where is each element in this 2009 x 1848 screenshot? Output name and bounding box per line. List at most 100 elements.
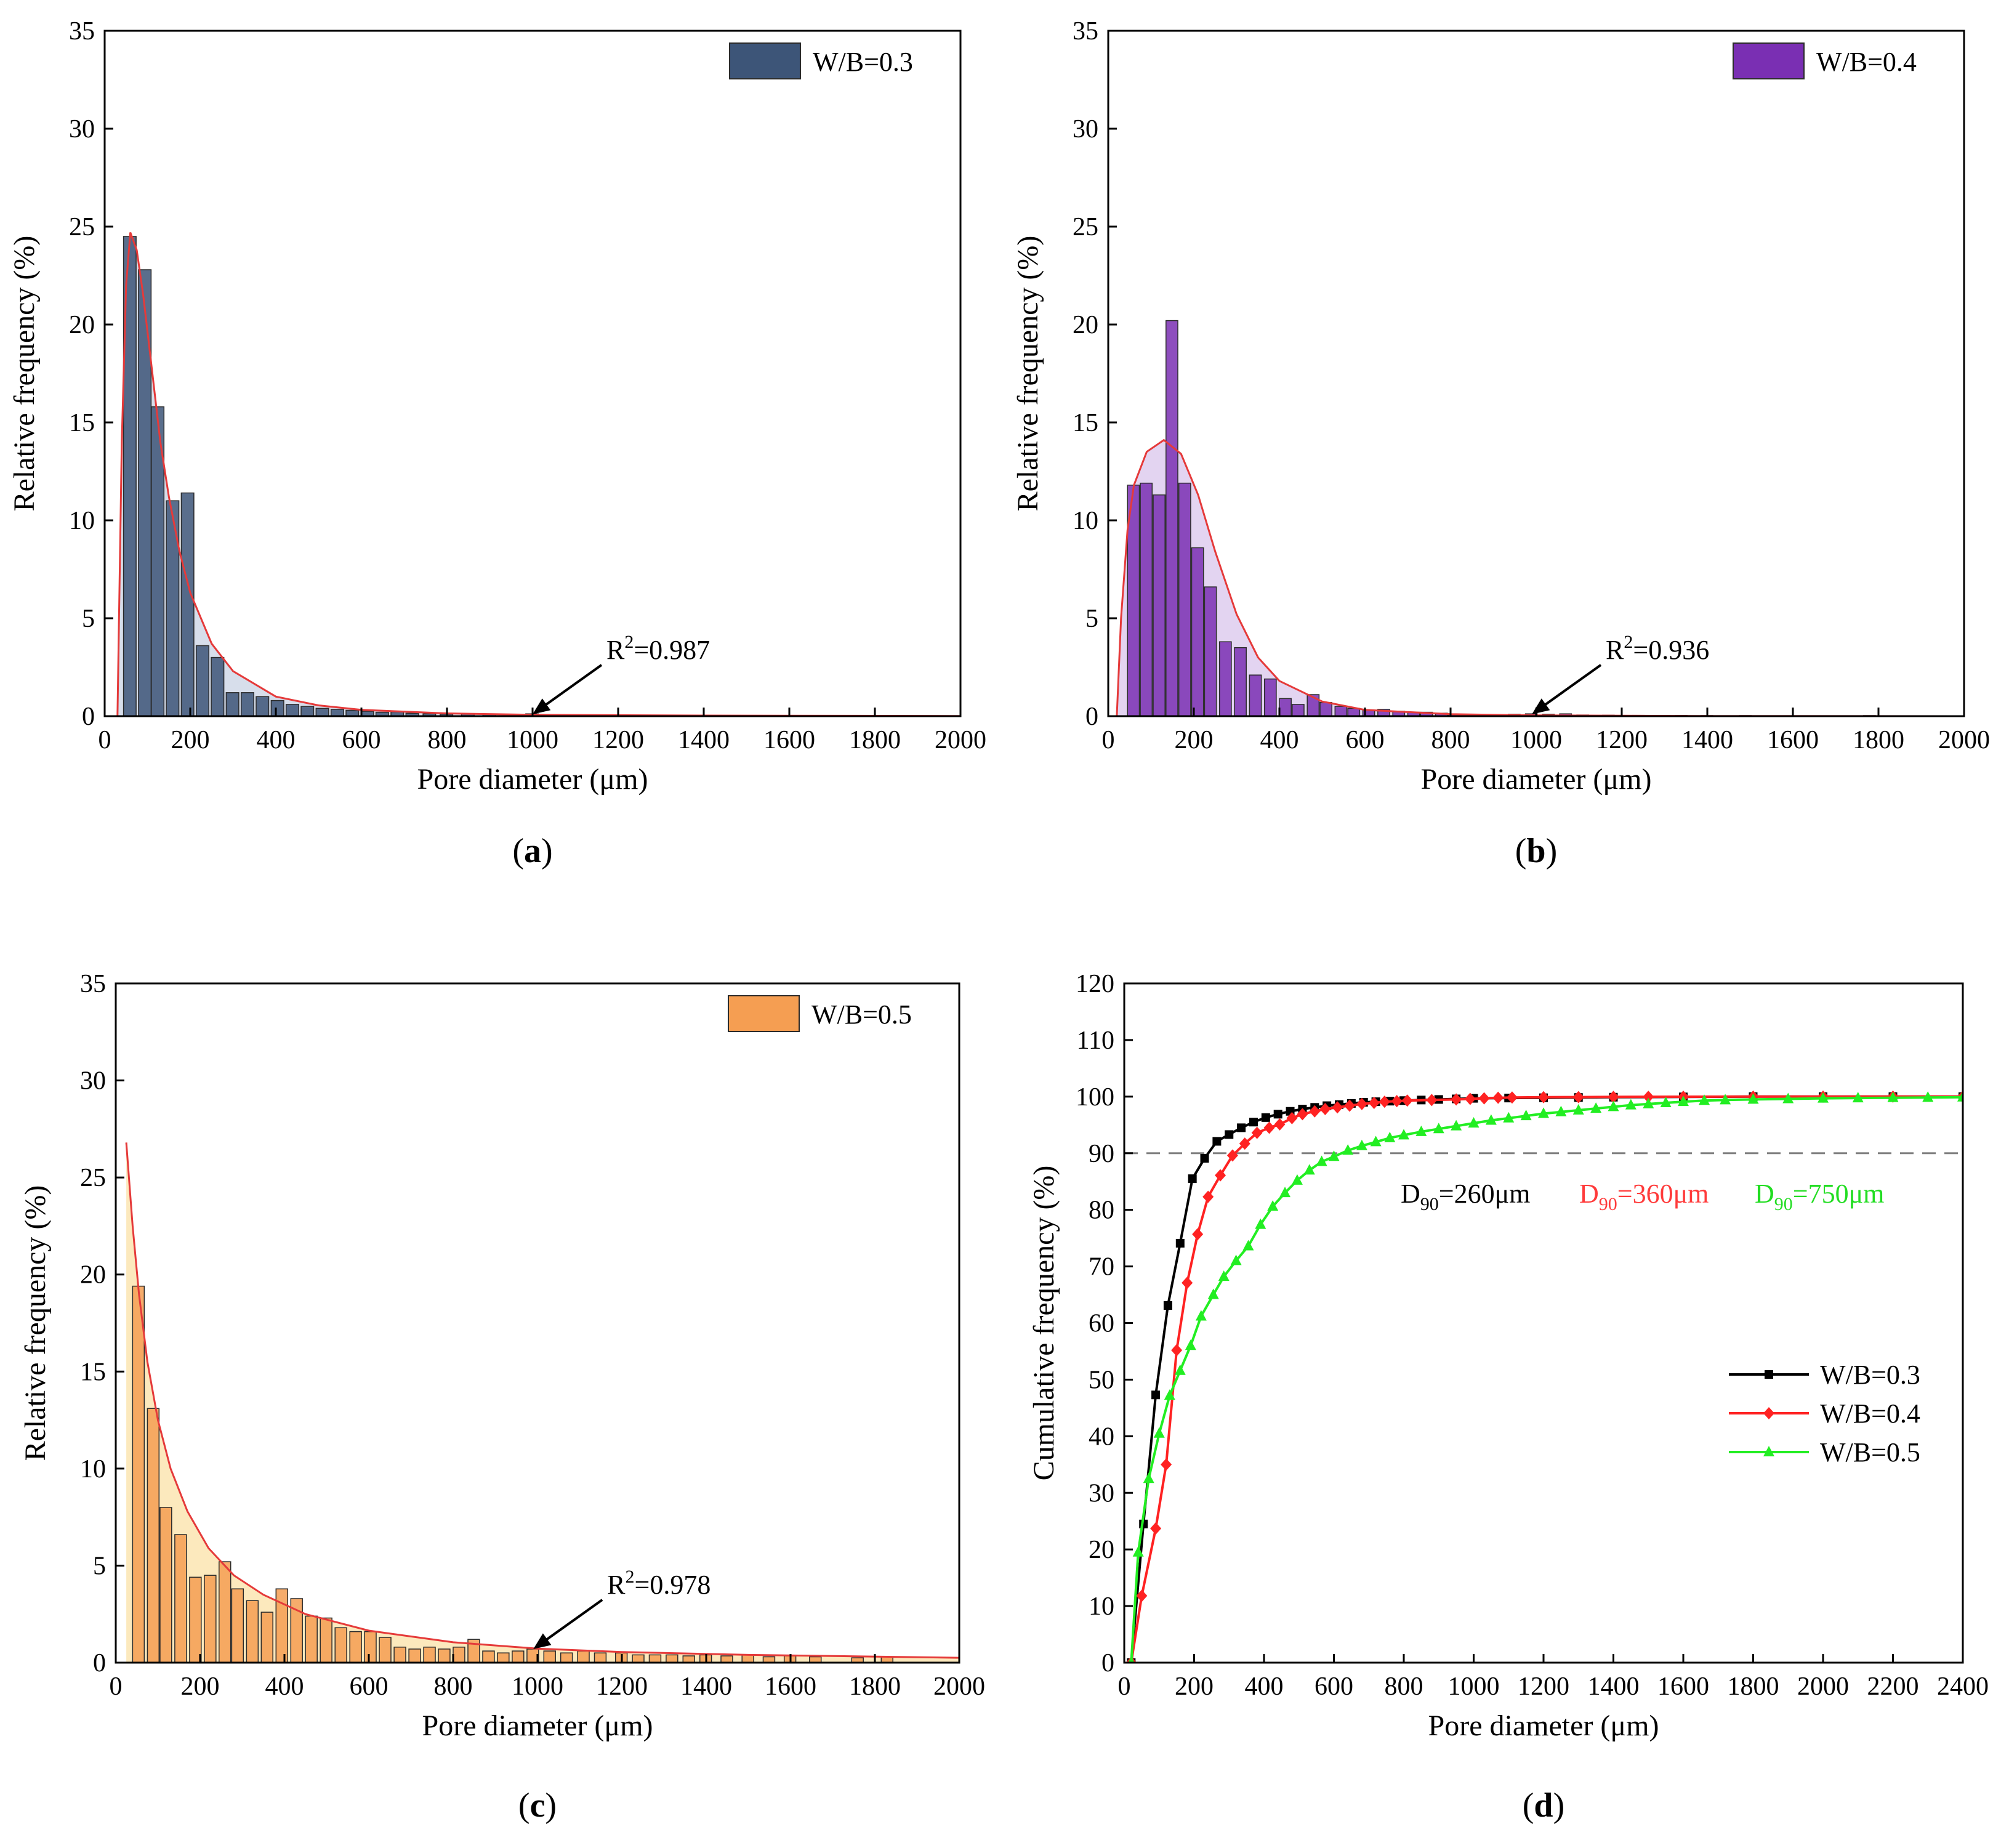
y-tick-label: 30 xyxy=(80,1067,106,1095)
histogram-bar xyxy=(379,1637,392,1663)
y-tick-label: 20 xyxy=(69,311,95,339)
histogram-bar xyxy=(1334,706,1348,716)
series-point xyxy=(1182,1277,1193,1289)
series-point xyxy=(1379,1095,1390,1108)
y-tick-label: 20 xyxy=(1073,311,1098,339)
y-tick-label: 35 xyxy=(1073,17,1098,46)
histogram-bar xyxy=(211,656,225,716)
y-axis-title: Relative frequency (%) xyxy=(1012,236,1044,512)
x-axis-title: Pore diameter (μm) xyxy=(417,763,648,796)
x-tick-label: 1200 xyxy=(1518,1672,1569,1701)
histogram-bar xyxy=(270,700,284,716)
series-point xyxy=(1251,1126,1263,1139)
series-point xyxy=(1153,1427,1165,1438)
series-point xyxy=(1643,1097,1654,1108)
series-point xyxy=(1699,1094,1710,1105)
y-tick-label: 120 xyxy=(1076,970,1114,998)
series-point xyxy=(1267,1200,1279,1211)
x-tick-label: 1000 xyxy=(512,1672,563,1701)
fit-area xyxy=(126,1142,959,1663)
legend-label: W/B=0.3 xyxy=(1820,1360,1920,1390)
series-point xyxy=(1643,1091,1654,1104)
series-point xyxy=(1660,1096,1672,1107)
series-point xyxy=(1608,1100,1619,1112)
y-tick-label: 5 xyxy=(93,1552,106,1580)
y-tick-label: 35 xyxy=(80,970,106,998)
series-point xyxy=(1572,1091,1584,1104)
series-point xyxy=(1356,1139,1367,1150)
x-tick-label: 1400 xyxy=(1588,1672,1640,1701)
series-point xyxy=(1368,1096,1380,1109)
histogram-bar xyxy=(1140,482,1153,716)
histogram-bar xyxy=(1263,678,1277,716)
x-tick-label: 1200 xyxy=(596,1672,648,1701)
histogram-bar xyxy=(260,1612,273,1663)
axes-frame xyxy=(103,30,962,717)
y-tick-label: 0 xyxy=(1101,1649,1114,1677)
series-point xyxy=(1274,1118,1286,1131)
x-tick-label: 600 xyxy=(342,726,381,754)
histogram-bar xyxy=(320,1617,332,1663)
series-point xyxy=(1185,1339,1196,1350)
y-tick-label: 25 xyxy=(69,213,95,241)
panel-label: (d) xyxy=(1523,1786,1564,1825)
series-point xyxy=(1818,1092,1829,1103)
histogram-bar xyxy=(159,1507,172,1663)
d90-annotation: D90=360μm xyxy=(1579,1179,1709,1214)
y-tick-label: 40 xyxy=(1089,1422,1114,1451)
x-tick-label: 1600 xyxy=(763,726,815,754)
series-point xyxy=(1506,1091,1518,1104)
histogram-bar xyxy=(334,1627,347,1663)
histogram-bar xyxy=(1166,320,1178,716)
plot-area xyxy=(125,1142,959,1663)
histogram-bar xyxy=(315,708,329,716)
x-tick-label: 200 xyxy=(181,1672,220,1701)
series-point xyxy=(1164,1389,1175,1400)
x-tick-label: 1600 xyxy=(765,1672,816,1701)
series-point xyxy=(1342,1144,1354,1155)
series-point xyxy=(1503,1112,1515,1123)
x-tick-label: 600 xyxy=(350,1672,389,1701)
histogram-bar xyxy=(1218,641,1232,716)
histogram-bar xyxy=(1347,708,1361,716)
fit-curve xyxy=(125,1142,959,1659)
x-tick-label: 600 xyxy=(1346,726,1385,754)
series-point xyxy=(1207,1288,1219,1299)
histogram-bar xyxy=(330,709,344,716)
x-axis-title: Pore diameter (μm) xyxy=(1421,763,1652,796)
histogram-bar xyxy=(225,692,240,716)
series-point xyxy=(1239,1137,1250,1150)
x-tick-label: 1600 xyxy=(1767,726,1819,754)
plot-area xyxy=(1124,1090,1963,1663)
legend-marker xyxy=(1763,1407,1774,1419)
histogram-bar xyxy=(240,692,254,716)
y-axis-title: Cumulative frequency (%) xyxy=(1028,1166,1060,1481)
x-tick-label: 1800 xyxy=(1728,1672,1779,1701)
r-squared-label: R2=0.936 xyxy=(1606,632,1709,665)
histogram-bar xyxy=(349,1631,362,1663)
histogram-bar xyxy=(147,1408,160,1663)
panel-label: (a) xyxy=(512,832,552,870)
histogram-bar xyxy=(809,1656,822,1663)
x-tick-label: 1000 xyxy=(1510,726,1562,754)
annotation-arrow-line xyxy=(541,1599,603,1644)
y-tick-label: 5 xyxy=(1085,605,1098,633)
histogram-bar xyxy=(543,1650,556,1663)
series-point xyxy=(1255,1218,1266,1229)
series-point xyxy=(1485,1114,1497,1125)
histogram-bar xyxy=(300,706,315,716)
annotation-arrow-head xyxy=(533,698,551,714)
x-tick-label: 2400 xyxy=(1937,1672,1989,1701)
histogram-bar xyxy=(364,1631,377,1663)
y-tick-label: 15 xyxy=(69,409,95,437)
series-point xyxy=(1344,1099,1356,1112)
y-tick-label: 30 xyxy=(69,115,95,143)
histogram-bar xyxy=(594,1652,607,1663)
series-point xyxy=(1451,1093,1462,1106)
series-point xyxy=(1538,1107,1549,1118)
legend-swatch xyxy=(1733,42,1805,79)
series-point xyxy=(1273,1110,1282,1119)
legend-swatch xyxy=(728,995,800,1032)
series-point xyxy=(1625,1099,1637,1110)
y-tick-label: 80 xyxy=(1089,1196,1114,1225)
